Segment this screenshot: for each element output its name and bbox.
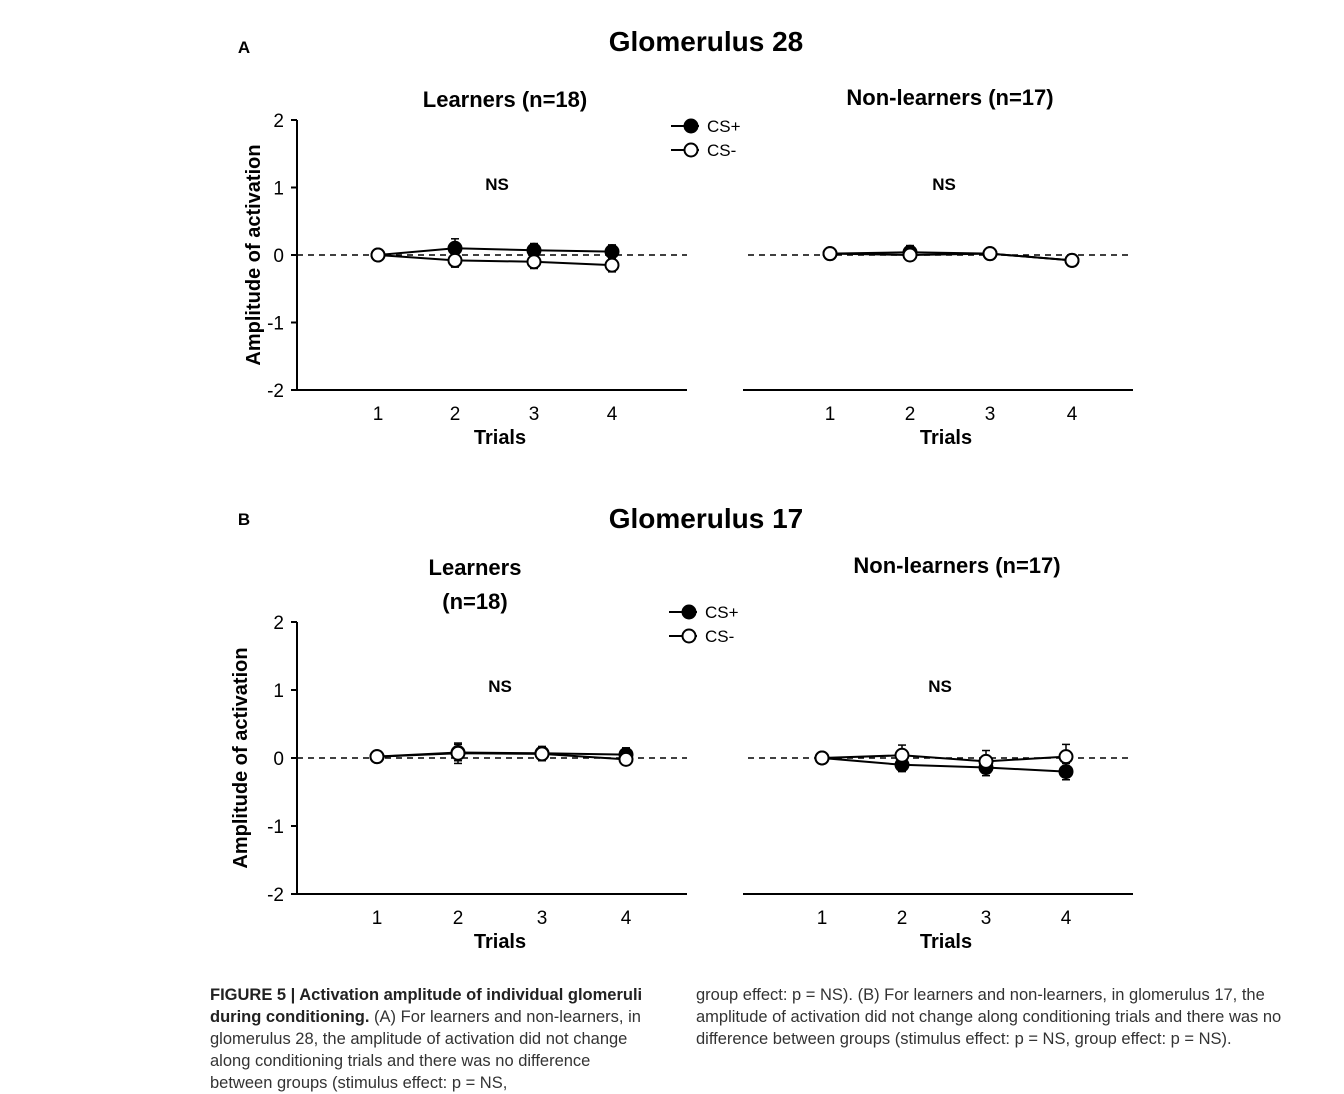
y-axis-label-b: Amplitude of activation <box>230 647 252 868</box>
x-tick-label-a-learners: 3 <box>529 404 540 425</box>
legend-label-a: CS- <box>707 141 736 160</box>
x-tick-label-b-learners: 2 <box>453 908 464 929</box>
legend-label-b: CS- <box>705 627 734 646</box>
caption-right: group effect: p = NS). (B) For learners … <box>696 984 1336 1050</box>
series-line-csminus-b-nonlearners <box>821 754 1067 763</box>
y-tick-label-b: -2 <box>267 885 284 906</box>
data-point-csminus-a-learners <box>526 254 542 270</box>
panel-title-b: Glomerulus 17 <box>609 503 804 534</box>
annotation-ns-a-learners: NS <box>485 175 509 194</box>
panel-label-b: B <box>238 510 250 529</box>
subplot-title-b-learners: Learners <box>429 555 522 580</box>
data-point-csminus-a-learners <box>604 257 620 273</box>
subplot-title-b-learners: (n=18) <box>442 589 507 614</box>
y-tick-label-b: -1 <box>267 817 284 838</box>
data-point-csminus-b-nonlearners <box>1058 749 1074 765</box>
legend-marker-b <box>681 628 697 644</box>
x-tick-label-b-learners: 4 <box>621 908 632 929</box>
data-point-csminus-a-nonlearners <box>982 246 998 262</box>
y-tick-label-a: -1 <box>267 314 284 335</box>
x-axis-label-b-learners: Trials <box>474 931 526 953</box>
x-tick-label-b-nonlearners: 4 <box>1061 908 1072 929</box>
data-point-csminus-b-nonlearners <box>978 753 994 769</box>
x-axis-label-b-nonlearners: Trials <box>920 931 972 953</box>
data-point-csminus-a-nonlearners <box>1064 252 1080 268</box>
caption-right-text: group effect: p = NS). (B) For learners … <box>696 986 1282 1048</box>
data-point-csminus-a-learners <box>447 252 463 268</box>
y-tick-label-b: 1 <box>273 681 284 702</box>
x-tick-label-a-nonlearners: 4 <box>1067 404 1078 425</box>
caption-left: FIGURE 5 | Activation amplitude of indiv… <box>210 984 650 1094</box>
y-tick-label-a: 1 <box>273 179 284 200</box>
y-tick-label-b: 0 <box>273 749 284 770</box>
x-tick-label-b-learners: 1 <box>372 908 383 929</box>
legend-label-a: CS+ <box>707 117 741 136</box>
series-line-csminus-b-learners <box>376 752 627 761</box>
x-tick-label-b-nonlearners: 2 <box>897 908 908 929</box>
data-point-csminus-b-nonlearners <box>814 750 830 766</box>
subplot-title-b-nonlearners: Non-learners (n=17) <box>853 553 1060 578</box>
x-tick-label-b-nonlearners: 1 <box>817 908 828 929</box>
x-axis-label-a-nonlearners: Trials <box>920 427 972 449</box>
x-tick-label-b-learners: 3 <box>537 908 548 929</box>
legend-marker-b <box>681 604 697 620</box>
data-point-csminus-a-nonlearners <box>902 247 918 263</box>
legend-marker-a <box>683 142 699 158</box>
panel-title-a: Glomerulus 28 <box>609 26 804 57</box>
x-tick-label-a-nonlearners: 3 <box>985 404 996 425</box>
y-tick-label-a: 2 <box>273 111 284 132</box>
y-tick-label-a: 0 <box>273 246 284 267</box>
y-tick-label-a: -2 <box>267 381 284 402</box>
annotation-ns-a-nonlearners: NS <box>932 175 956 194</box>
x-tick-label-a-learners: 4 <box>607 404 618 425</box>
data-point-csminus-b-learners <box>369 749 385 765</box>
x-tick-label-a-learners: 1 <box>373 404 384 425</box>
data-point-csminus-b-learners <box>450 745 466 761</box>
data-point-csminus-a-learners <box>370 247 386 263</box>
caption-left-text: (A) For learners and non-learners, in gl… <box>210 1008 641 1092</box>
data-point-csminus-b-nonlearners <box>894 747 910 763</box>
legend-label-b: CS+ <box>705 603 739 622</box>
x-tick-label-b-nonlearners: 3 <box>981 908 992 929</box>
y-axis-label-a: Amplitude of activation <box>243 144 265 365</box>
y-tick-label-b: 2 <box>273 613 284 634</box>
series-line-csplus-b-nonlearners <box>821 757 1067 773</box>
data-point-csminus-b-learners <box>618 751 634 767</box>
series-line-csminus-a-nonlearners <box>829 252 1073 262</box>
data-point-csminus-b-learners <box>534 746 550 762</box>
x-axis-label-a-learners: Trials <box>474 427 526 449</box>
x-tick-label-a-nonlearners: 1 <box>825 404 836 425</box>
series-line-csplus-a-learners <box>377 247 613 256</box>
annotation-ns-b-nonlearners: NS <box>928 677 952 696</box>
x-tick-label-a-nonlearners: 2 <box>905 404 916 425</box>
annotation-ns-b-learners: NS <box>488 677 512 696</box>
data-point-csminus-a-nonlearners <box>822 246 838 262</box>
subplot-title-a-nonlearners: Non-learners (n=17) <box>846 85 1053 110</box>
series-line-csminus-a-learners <box>377 254 613 267</box>
panel-label-a: A <box>238 38 250 57</box>
subplot-title-a-learners: Learners (n=18) <box>423 87 587 112</box>
caption-label: FIGURE 5 | Activation amplitude of indiv… <box>210 986 643 1026</box>
data-point-csplus-a-learners <box>604 244 620 260</box>
x-tick-label-a-learners: 2 <box>450 404 461 425</box>
legend-marker-a <box>683 118 699 134</box>
data-point-csplus-a-learners <box>447 240 463 256</box>
